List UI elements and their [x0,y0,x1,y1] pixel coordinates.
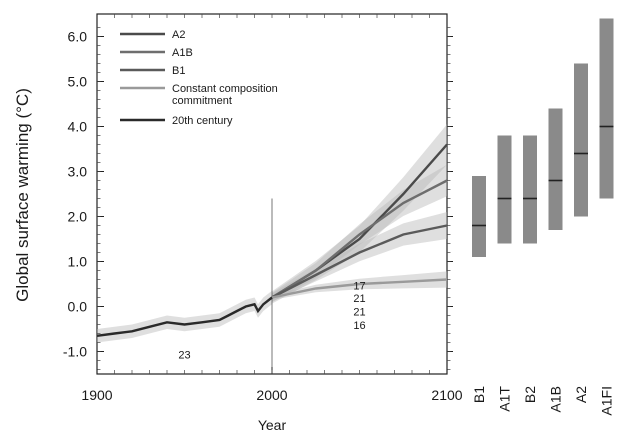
legend-label: A2 [172,29,185,41]
series-line-3 [271,224,448,299]
legend-label: B1 [172,65,185,77]
uncertainty-band-5 [97,290,272,343]
scenario-label: B2 [522,386,538,403]
x-tick-label: 1900 [81,387,112,403]
y-tick-label: -1.0 [63,344,87,360]
x-axis-title: Year [258,417,287,433]
series-line-4 [271,278,448,299]
series-line-2 [271,179,448,299]
x-tick-label: 2000 [256,387,287,403]
model-count-label: 21 [353,293,365,305]
model-count-label: 17 [353,280,365,292]
scenario-label: A1FI [599,386,615,416]
y-axis-title: Global surface warming (°C) [13,88,32,302]
model-count-label: 16 [353,320,365,332]
legend-label: A1B [172,47,193,59]
y-tick-label: 1.0 [68,254,88,270]
x-tick-label: 2100 [431,387,462,403]
y-tick-label: 5.0 [68,74,88,90]
x-axis-ticks: 1900 2000 2100 [81,14,463,403]
series-line-5 [96,296,273,337]
scenario-label: A2 [573,386,589,403]
y-tick-label: 2.0 [68,209,88,225]
legend-label: Constant composition [172,83,278,95]
model-count-label: 23 [178,349,190,361]
scenario-label: A1T [497,386,513,412]
y-tick-label: 4.0 [68,119,88,135]
scenario-range-bar [472,176,486,257]
y-tick-label: 3.0 [68,164,88,180]
legend-label: commitment [172,95,232,107]
scenario-label: A1B [548,386,564,412]
scenario-range-bar [523,135,537,244]
y-axis-ticks: 6.0 5.0 4.0 3.0 2.0 1.0 0.0 -1.0 [63,27,453,370]
main-plot: 6.0 5.0 4.0 3.0 2.0 1.0 0.0 -1.0 1900 2000 2100 2… [13,13,463,433]
scenario-range-bar [574,63,588,217]
scenario-range-bar [599,18,614,199]
scenario-label: B1 [471,386,487,403]
series-lines [96,143,448,337]
legend-label: 20th century [172,115,233,127]
uncertainty-band-4 [272,271,447,300]
model-count-label: 21 [353,307,365,319]
scenario-range-bars: B1 A1T B2 A1B A2 A1FI [471,18,615,416]
y-tick-label: 0.0 [68,299,88,315]
y-tick-label: 6.0 [68,29,88,45]
scenario-range-bar [497,135,512,244]
scenario-range-bar [548,108,563,230]
